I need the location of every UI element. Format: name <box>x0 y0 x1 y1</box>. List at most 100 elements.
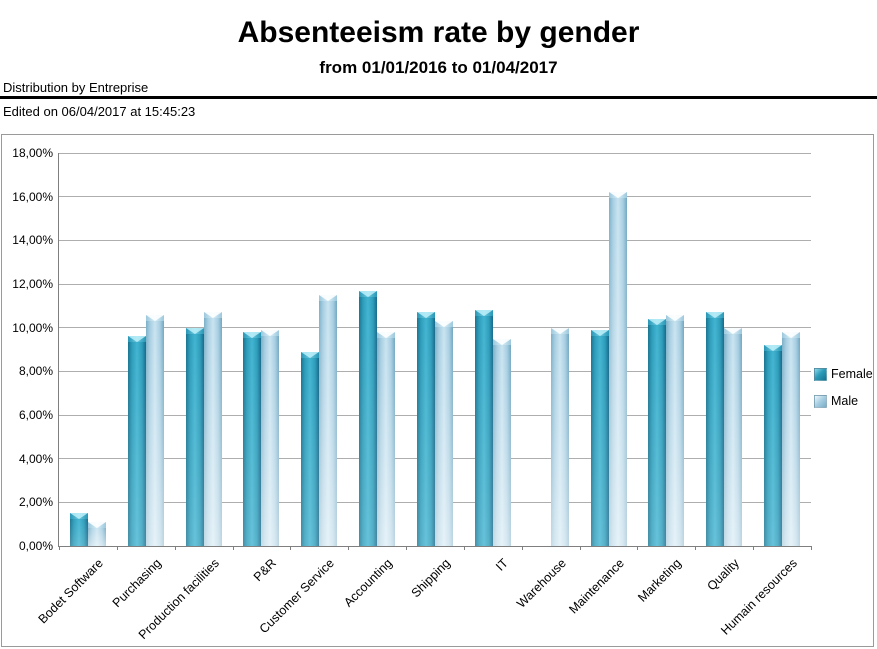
x-axis-category-label: Quality <box>704 556 743 594</box>
bar-female-maintenance <box>590 329 609 546</box>
y-axis-tick-label: 10,00% <box>12 320 53 335</box>
bar-female-customer-service <box>301 351 320 546</box>
plot-area: 0,00% 2,00% 4,00% 6,00% 8,00% 10,00% 12,00% 14,… <box>12 146 812 642</box>
bar-top-cap <box>359 290 378 297</box>
x-axis-category-label: P&R <box>251 556 280 585</box>
edited-timestamp: Edited on 06/04/2017 at 15:45:23 <box>3 104 196 119</box>
bar-female-it <box>474 310 493 546</box>
x-axis-tick <box>59 546 60 550</box>
y-axis-tick-label: 8,00% <box>18 364 53 379</box>
bar-male-production-facilities <box>203 312 222 546</box>
y-axis-tick-label: 18,00% <box>12 146 53 160</box>
bar-top-cap <box>474 310 493 317</box>
y-axis-tick-label: 2,00% <box>18 495 53 510</box>
x-axis-tick <box>579 546 581 550</box>
bar-female-purchasing <box>127 336 146 546</box>
bar-female-p-r <box>243 332 262 546</box>
page-title: Absenteeism rate by gender <box>237 16 640 49</box>
bar-top-cap <box>261 329 280 336</box>
bar-top-cap <box>417 312 435 319</box>
legend-item-female: Female <box>814 367 873 381</box>
bar-female-shipping <box>417 312 435 546</box>
bar-top-cap <box>243 332 262 339</box>
x-axis-tick <box>348 546 350 550</box>
x-axis-tick <box>406 546 408 550</box>
bar-male-accounting <box>377 332 396 546</box>
x-axis-category-label: Maintenance <box>565 556 627 617</box>
gridline <box>59 283 811 285</box>
bar-male-maintenance <box>608 192 627 546</box>
gridline <box>59 152 811 154</box>
y-axis-tick-label: 12,00% <box>12 277 53 291</box>
x-axis-category-label: Accounting <box>341 556 396 610</box>
x-axis-category-label: Purchasing <box>109 556 164 611</box>
page-subtitle: from 01/01/2016 to 01/04/2017 <box>319 58 558 77</box>
bar-top-cap <box>69 513 88 520</box>
bar-top-cap <box>492 338 511 345</box>
bar-top-cap <box>377 332 396 339</box>
bar-top-cap <box>301 351 320 358</box>
legend-label-male: Male <box>831 394 859 408</box>
legend-item-male: Male <box>814 394 873 408</box>
bar-male-p-r <box>261 329 280 546</box>
x-axis-tick <box>174 546 176 550</box>
x-axis-tick <box>116 546 118 550</box>
legend-swatch-female <box>814 367 827 381</box>
y-axis-tick-label: 16,00% <box>12 189 53 204</box>
gridline <box>59 239 811 241</box>
y-axis-tick-label: 14,00% <box>12 233 53 248</box>
x-axis-tick <box>290 546 292 550</box>
bar-male-bodet-software <box>87 521 106 546</box>
chart-legend: Female Male <box>814 367 873 421</box>
x-axis-tick <box>753 546 755 550</box>
x-axis-category-label: Bodet Software <box>35 556 106 627</box>
bar-male-shipping <box>435 321 453 546</box>
bar-top-cap <box>550 327 569 334</box>
bar-top-cap <box>145 314 164 321</box>
bar-male-purchasing <box>145 314 164 546</box>
bar-female-humain-resources <box>764 345 783 546</box>
bar-top-cap <box>435 321 453 328</box>
bar-top-cap <box>203 312 222 319</box>
bar-top-cap <box>608 192 627 199</box>
bar-top-cap <box>724 327 743 334</box>
bar-male-it <box>492 338 511 546</box>
distribution-label: Distribution by Entreprise <box>3 80 149 95</box>
bar-top-cap <box>782 332 801 339</box>
bar-male-quality <box>724 327 743 546</box>
bar-top-cap <box>648 318 667 325</box>
gridline <box>59 196 811 198</box>
bar-top-cap <box>590 329 609 336</box>
x-axis-tick <box>637 546 639 550</box>
x-axis-tick <box>521 546 523 550</box>
bar-male-warehouse <box>550 327 569 546</box>
bar-top-cap <box>764 345 783 352</box>
x-axis-tick <box>232 546 234 550</box>
x-axis-tick <box>811 546 812 550</box>
bar-top-cap <box>319 294 338 301</box>
bar-male-humain-resources <box>782 332 801 546</box>
bar-top-cap <box>87 521 106 528</box>
x-axis-tick <box>463 546 465 550</box>
bar-top-cap <box>666 314 685 321</box>
legend-swatch-male <box>814 394 827 408</box>
bar-female-marketing <box>648 318 667 546</box>
bar-top-cap <box>185 327 204 334</box>
bar-top-cap <box>127 336 146 343</box>
y-axis-tick-label: 6,00% <box>18 408 53 422</box>
header-divider <box>0 96 877 99</box>
bar-male-marketing <box>666 314 685 546</box>
x-axis-tick <box>695 546 697 550</box>
x-axis-category-label: IT <box>492 556 511 574</box>
x-axis-category-label: Shipping <box>408 556 453 601</box>
bar-male-customer-service <box>319 294 338 546</box>
x-axis-category-label: Marketing <box>635 556 685 605</box>
bar-female-quality <box>706 312 725 546</box>
legend-label-female: Female <box>831 367 873 381</box>
bar-female-bodet-software <box>69 513 88 546</box>
y-axis-tick-label: 0,00% <box>18 539 53 553</box>
x-axis-category-label: Warehouse <box>513 556 569 611</box>
bar-top-cap <box>706 312 725 319</box>
bar-female-accounting <box>359 290 378 546</box>
